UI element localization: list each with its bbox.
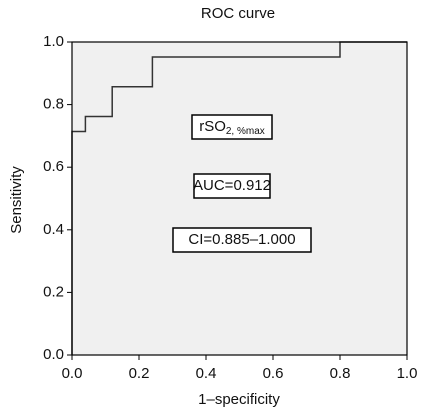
annotation-box	[191, 114, 273, 140]
y-tick-label: 0.8	[43, 96, 64, 113]
x-tick-label: 0.8	[330, 365, 351, 382]
annotation-box	[193, 173, 271, 199]
annotation-box	[172, 227, 312, 253]
annotation-subscript: 2, %max	[226, 126, 265, 137]
x-tick-label: 0.6	[263, 365, 284, 382]
x-tick-label: 1.0	[397, 365, 418, 382]
chart-title: ROC curve	[201, 5, 275, 22]
y-tick-label: 0.4	[43, 221, 64, 238]
y-tick-label: 0.2	[43, 283, 64, 300]
annotation-text: rSO2, %max	[199, 118, 265, 137]
annotation-text: AUC=0.912	[193, 177, 271, 194]
roc-line	[71, 41, 407, 355]
plot-frame	[71, 41, 408, 356]
y-tick-label: 1.0	[43, 33, 64, 50]
y-tick-label: 0.6	[43, 158, 64, 175]
annotation-text: CI=0.885–1.000	[188, 231, 295, 248]
y-tick-label: 0.0	[43, 346, 64, 363]
annotation-variable: rSO	[199, 118, 226, 135]
x-tick-label: 0.0	[62, 365, 83, 382]
y-axis-label: Sensitivity	[8, 166, 25, 234]
x-tick-label: 0.4	[196, 365, 217, 382]
x-tick-label: 0.2	[129, 365, 150, 382]
x-axis-label: 1–specificity	[198, 391, 280, 408]
